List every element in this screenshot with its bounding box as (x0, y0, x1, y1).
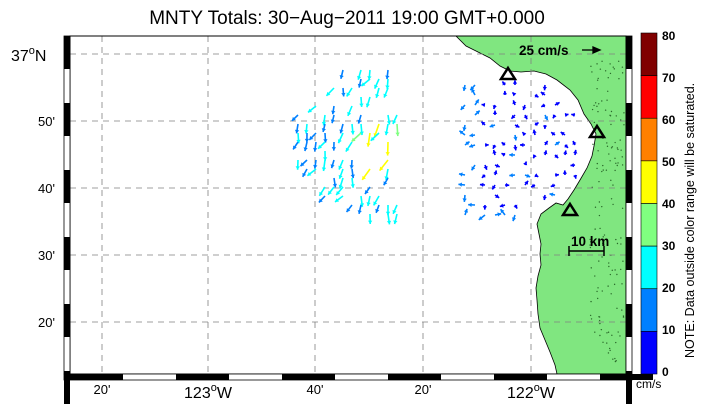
lon-label-40: 40' (307, 382, 324, 397)
lat-label-20: 20' (38, 315, 55, 330)
colorbar-tick-30: 30 (662, 239, 676, 253)
colorbar-segment (641, 204, 657, 247)
colorbar-tick-20: 20 (662, 281, 676, 295)
colorbar-tick-50: 50 (662, 155, 676, 169)
lat-label-40: 40' (38, 181, 55, 196)
colorbar-tick-80: 80 (662, 29, 676, 43)
lat-label-37: 37oN (11, 45, 46, 65)
lon-label-20-west: 20' (94, 382, 111, 397)
colorbar-segment (641, 118, 657, 161)
colorbar-segment (641, 289, 657, 332)
colorbar-tick-0: 0 (662, 365, 669, 379)
colorbar-segment (641, 33, 657, 76)
lat-label-30: 30' (38, 248, 55, 263)
map-title: MNTY Totals: 30−Aug−2011 19:00 GMT+0.000 (149, 8, 545, 29)
longitude-labels: 20' 123oW 40' 20' 122oW (94, 382, 556, 402)
colorbar-tick-60: 60 (662, 113, 676, 127)
colorbar-segment (641, 161, 657, 204)
colorbar-segment (641, 76, 657, 119)
lon-label-122: 122oW (507, 382, 556, 402)
reference-vector-label: 25 cm/s (519, 43, 569, 58)
colorbar-segment (641, 246, 657, 289)
colorbar (641, 33, 657, 374)
colorbar-segment (641, 331, 657, 374)
lon-label-20-east: 20' (415, 382, 432, 397)
colorbar-tick-70: 70 (662, 71, 676, 85)
latitude-labels: 37oN 50' 40' 30' 20' (11, 45, 55, 330)
lat-label-50: 50' (38, 114, 55, 129)
colorbar-tick-10: 10 (662, 323, 676, 337)
colorbar-units: cm/s (636, 377, 661, 391)
lon-label-123: 123oW (184, 382, 233, 402)
colorbar-note: NOTE: Data outside color range will be s… (683, 83, 697, 358)
colorbar-tick-40: 40 (662, 197, 676, 211)
colorbar-ticks: 80 70 60 50 40 30 20 10 0 (662, 29, 676, 379)
